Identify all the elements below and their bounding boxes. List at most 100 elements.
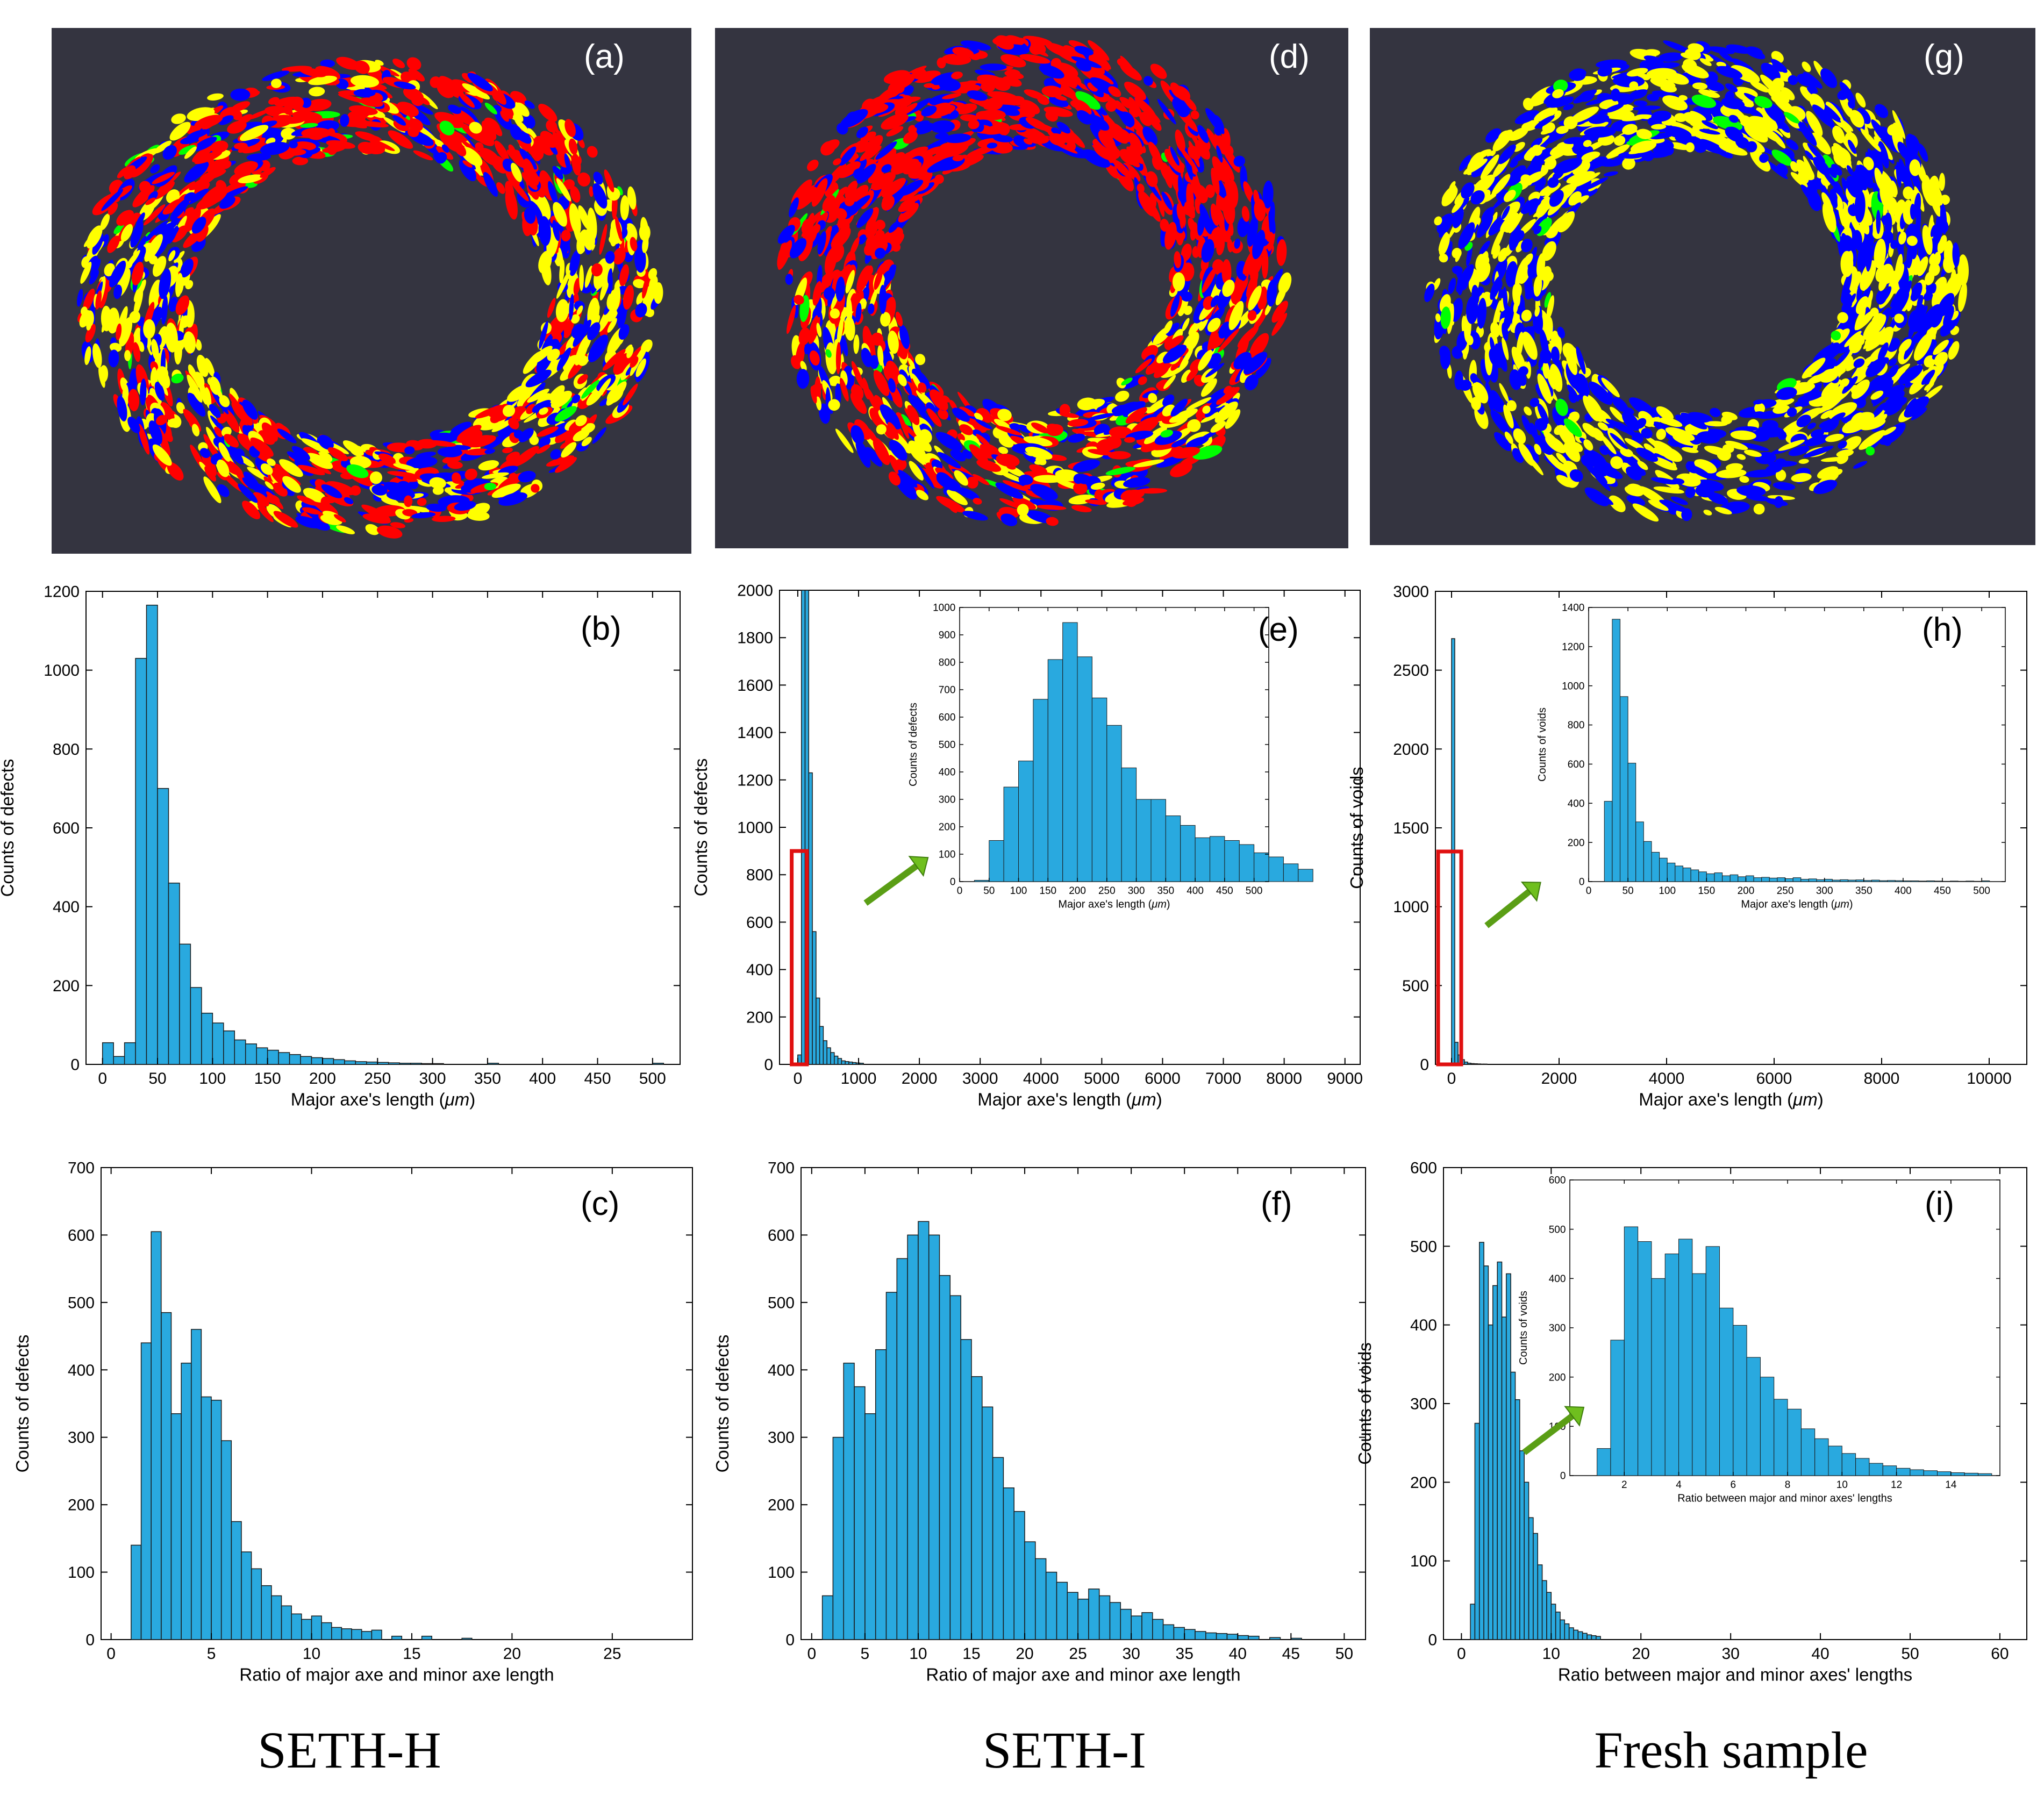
inset-histogram-bar <box>1033 699 1048 882</box>
histogram-bar <box>1056 1582 1068 1640</box>
x-tick-label: 4000 <box>1649 1070 1685 1087</box>
y-tick-label: 300 <box>1410 1396 1437 1413</box>
inset-histogram-bar <box>1714 872 1723 882</box>
y-tick-label: 0 <box>1428 1632 1437 1649</box>
chart-h: 0 2000 4000 6000 8000 10000 0 500 1000 1500 2000 25… <box>1347 581 2044 1145</box>
histogram-bar <box>1564 1623 1570 1640</box>
inset-histogram-bar <box>1298 869 1313 882</box>
inset-histogram-bar <box>1018 761 1034 882</box>
histogram-bar <box>1501 1316 1507 1640</box>
x-tick-label: 100 <box>199 1070 226 1087</box>
histogram-bar <box>388 1062 400 1065</box>
inset-x-tick-label: 200 <box>1738 885 1755 897</box>
histogram-bar <box>271 1595 282 1640</box>
inset-x-tick-label: 250 <box>1098 885 1116 897</box>
inset-histogram-bar <box>1879 880 1888 882</box>
inset-histogram-bar <box>1950 881 1959 882</box>
histogram-bar <box>1537 1564 1543 1640</box>
inset-x-tick-label: 50 <box>983 885 995 897</box>
inset-x-tick-label: 450 <box>1934 885 1951 897</box>
inset-histogram-bar <box>1964 1472 1978 1476</box>
histogram-bar <box>1035 1558 1047 1640</box>
histogram-bar <box>399 1063 411 1065</box>
histogram-bar <box>1573 1629 1579 1640</box>
histogram-bar <box>808 772 813 1065</box>
inset-histogram-bar <box>1746 875 1754 882</box>
panel-label-a: (a) <box>584 38 625 75</box>
y-tick-label: 600 <box>1410 1160 1437 1177</box>
inset-histogram-bar <box>1769 877 1778 882</box>
inset-histogram-bar <box>1942 881 1951 882</box>
inset-histogram-bar <box>1062 622 1078 882</box>
inset-y-tick-label: 300 <box>1549 1323 1566 1334</box>
inset-histogram-bar <box>1855 1458 1870 1476</box>
inset-histogram-bar <box>1283 863 1299 882</box>
y-tick-label: 1200 <box>737 771 773 789</box>
histogram-bar <box>421 1635 432 1640</box>
inset-histogram-bar <box>1706 873 1715 882</box>
x-tick-label: 6000 <box>1756 1070 1792 1087</box>
histogram-bar <box>1514 1399 1520 1640</box>
caption-seth-h: SETH-H <box>258 1721 441 1779</box>
x-tick-label: 3000 <box>962 1070 998 1087</box>
inset-histogram-bar <box>1690 869 1699 882</box>
inset-y-tick-label: 400 <box>1549 1273 1566 1285</box>
histogram-bar <box>211 1399 222 1640</box>
inset-y-tick-label: 200 <box>939 822 956 833</box>
inset-histogram-bar <box>1165 815 1181 882</box>
y-tick-label: 0 <box>1420 1056 1429 1074</box>
x-tick-label: 0 <box>794 1070 803 1087</box>
inset-y-tick-label: 600 <box>1568 759 1585 770</box>
inset-y-tick-label: 200 <box>1568 838 1585 849</box>
x-tick-label: 150 <box>254 1070 281 1087</box>
histogram-bar <box>1510 1371 1516 1640</box>
histogram-bar <box>1454 1042 1459 1065</box>
x-tick-label: 450 <box>584 1070 611 1087</box>
x-tick-label: 7000 <box>1205 1070 1241 1087</box>
histogram-bar <box>1109 1602 1121 1640</box>
histogram-bar <box>1226 1634 1239 1640</box>
inset-histogram-bar <box>1957 881 1967 882</box>
inset-histogram-bar <box>1855 879 1864 882</box>
ring-strokes <box>777 35 1292 526</box>
y-tick-label: 1400 <box>737 724 773 742</box>
inset-y-axis-label: Counts of defects <box>907 703 919 786</box>
inset-x-tick-label: 0 <box>1586 885 1592 897</box>
y-tick-label: 800 <box>53 741 80 759</box>
histogram-bar <box>826 1047 831 1065</box>
y-tick-label: 400 <box>68 1362 95 1379</box>
panel-label-d: (d) <box>1269 38 1310 75</box>
histogram-bar <box>1550 1604 1556 1640</box>
histogram-bar <box>355 1061 367 1065</box>
histogram-bar <box>1088 1589 1100 1640</box>
histogram-bar <box>1488 1324 1493 1640</box>
histogram-bar <box>819 1026 824 1065</box>
x-tick-label: 400 <box>529 1070 556 1087</box>
histogram-bar <box>333 1059 345 1065</box>
chart-e: 0 1000 2000 3000 4000 5000 6000 7000 8000 9000 0 20… <box>691 581 1371 1145</box>
histogram-bar <box>843 1362 855 1640</box>
x-tick-label: 20 <box>503 1645 521 1663</box>
histogram-bar <box>1483 1265 1489 1640</box>
inset-x-tick-label: 300 <box>1128 885 1145 897</box>
histogram-bar <box>179 943 191 1065</box>
histogram-bar <box>992 1457 1004 1640</box>
histogram-bar <box>652 1063 664 1065</box>
histogram-bar <box>1067 1592 1078 1640</box>
histogram-bar <box>321 1622 332 1640</box>
x-tick-label: 20 <box>1632 1645 1650 1663</box>
inset-histogram-bar <box>1923 1470 1938 1476</box>
histogram-bar <box>261 1585 272 1640</box>
inset-histogram-bar <box>1832 879 1841 882</box>
inset-histogram-bar <box>1896 1468 1911 1476</box>
inset-histogram-bar <box>1106 725 1122 882</box>
inset-histogram-bar <box>1624 1226 1639 1476</box>
histogram-bar <box>461 1637 473 1640</box>
inset-histogram-bar <box>1698 871 1707 882</box>
inset-histogram-bar <box>1808 878 1817 882</box>
inset-histogram-bar <box>974 880 990 882</box>
histogram-bar <box>124 1042 136 1065</box>
inset-x-tick-label: 0 <box>957 885 963 897</box>
inset-histogram-bar <box>1848 879 1856 882</box>
inset-y-tick-label: 500 <box>939 740 956 751</box>
